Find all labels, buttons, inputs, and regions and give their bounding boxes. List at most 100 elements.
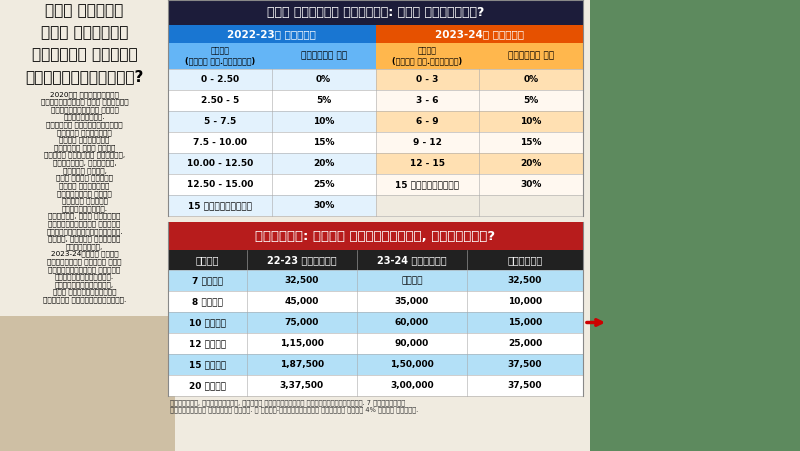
Text: 10,000: 10,000 bbox=[508, 297, 542, 306]
Bar bbox=[272, 153, 375, 174]
Text: 1,50,000: 1,50,000 bbox=[390, 360, 434, 369]
Text: 6 - 9: 6 - 9 bbox=[416, 117, 438, 126]
Text: 2020ನೇ ಸಾಲಿನಲ್ಲಿ
ಬಜೆಟ್‌ನಲ್ಲಿ ಹೊಸ ತೆರಿಗೆ
ಪದ್ಧತಿಯನ್ನು ಘೋಷಣ
ಮಾಡಲಾಯಿತು.
ಇದರಿಂದ ತೆರಿಗ: 2020ನೇ ಸಾಲಿನಲ್ಲಿ ಬಜೆಟ್‌ನಲ್ಲಿ ಹೊಸ ತೆರಿಗೆ … bbox=[41, 91, 128, 303]
Text: 3,37,500: 3,37,500 bbox=[280, 381, 324, 390]
Bar bbox=[168, 111, 272, 132]
Text: 2.50 - 5: 2.50 - 5 bbox=[201, 96, 239, 105]
Text: 7.5 - 10.00: 7.5 - 10.00 bbox=[193, 138, 247, 147]
Text: 12.50 - 15.00: 12.50 - 15.00 bbox=[186, 180, 253, 189]
Bar bbox=[272, 69, 375, 90]
Text: 9 - 12: 9 - 12 bbox=[413, 138, 442, 147]
Bar bbox=[375, 174, 479, 195]
Text: ಆದಾಯ: ಆದಾಯ bbox=[196, 255, 219, 265]
Text: 10%: 10% bbox=[313, 117, 334, 126]
Text: 0 - 2.50: 0 - 2.50 bbox=[201, 75, 239, 84]
Text: 0 - 3: 0 - 3 bbox=[416, 75, 438, 84]
Bar bbox=[375, 90, 479, 111]
Bar bbox=[168, 312, 583, 333]
Bar bbox=[590, 0, 800, 451]
Text: ಆದಾಯ
(ಲಕ್ಷ ರು.ಗಳಲ್ಲಿ): ಆದಾಯ (ಲಕ್ಷ ರು.ಗಳಲ್ಲಿ) bbox=[185, 46, 255, 66]
Text: 45,000: 45,000 bbox=[285, 297, 319, 306]
Bar bbox=[168, 354, 583, 375]
Text: 20 ಲಕ್ಷ: 20 ಲಕ್ಷ bbox=[189, 381, 226, 390]
Text: 2023-24ರ ದರಗಳು: 2023-24ರ ದರಗಳು bbox=[434, 29, 524, 39]
Bar bbox=[168, 222, 583, 250]
Bar bbox=[375, 132, 479, 153]
Bar bbox=[272, 174, 375, 195]
Bar bbox=[168, 132, 272, 153]
Bar bbox=[168, 333, 583, 354]
Text: 10.00 - 12.50: 10.00 - 12.50 bbox=[186, 159, 253, 168]
Text: ಹೊಸ ತೆರಿಗೆ ಪದ್ಧತಿ: ಏನು ಬದಲಾವಣೆ?: ಹೊಸ ತೆರಿಗೆ ಪದ್ಧತಿ: ಏನು ಬದಲಾವಣೆ? bbox=[267, 6, 484, 19]
Text: ಉಳಿತಾಯ: ಉಳಿತಾಯ bbox=[507, 255, 542, 265]
Text: 30%: 30% bbox=[313, 201, 334, 210]
Bar bbox=[272, 195, 375, 216]
Bar bbox=[375, 25, 583, 43]
Text: 37,500: 37,500 bbox=[508, 360, 542, 369]
Bar bbox=[479, 132, 583, 153]
Text: ಹೊಸ ತೆರಿಗೆ: ಹೊಸ ತೆರಿಗೆ bbox=[41, 25, 128, 40]
Text: 32,500: 32,500 bbox=[508, 276, 542, 285]
Bar bbox=[479, 90, 583, 111]
Bar bbox=[168, 291, 583, 312]
Text: 2022-23ರ ದರಗಳು: 2022-23ರ ದರಗಳು bbox=[227, 29, 316, 39]
Text: 15 ಮೇಲ್ಪಟ್ಟು: 15 ಮೇಲ್ಪಟ್ಟು bbox=[188, 201, 252, 210]
Bar bbox=[0, 316, 175, 451]
Text: 12 ಲಕ್ಷ: 12 ಲಕ್ಷ bbox=[189, 339, 226, 348]
Bar bbox=[375, 195, 583, 216]
Text: 0%: 0% bbox=[316, 75, 331, 84]
Bar bbox=[168, 250, 583, 270]
Bar bbox=[375, 43, 479, 69]
Text: 23-24 ತೆರಿಗೆ: 23-24 ತೆರಿಗೆ bbox=[377, 255, 446, 265]
Text: ಇಲ್ಲ: ಇಲ್ಲ bbox=[401, 276, 422, 285]
Bar bbox=[168, 90, 272, 111]
Bar bbox=[375, 69, 479, 90]
Text: 15 ಮೇಲ್ಪಟ್ಟು: 15 ಮೇಲ್ಪಟ್ಟು bbox=[395, 180, 459, 189]
Text: 3,00,000: 3,00,000 bbox=[390, 381, 434, 390]
Text: ತೆರಿಗೆ ದರ: ತೆರಿಗೆ ದರ bbox=[508, 51, 554, 60]
Text: ಪದ್ಧತಿ ನಡುವೆ: ಪದ್ಧತಿ ನಡುವೆ bbox=[32, 47, 138, 62]
Text: 3 - 6: 3 - 6 bbox=[416, 96, 438, 105]
Text: 30%: 30% bbox=[521, 180, 542, 189]
Text: 32,500: 32,500 bbox=[285, 276, 319, 285]
Text: 12 - 15: 12 - 15 bbox=[410, 159, 445, 168]
Text: 10%: 10% bbox=[521, 117, 542, 126]
Text: 5%: 5% bbox=[316, 96, 331, 105]
Bar bbox=[375, 153, 479, 174]
Bar bbox=[168, 43, 272, 69]
Bar bbox=[479, 69, 583, 90]
Text: 7 ಲಕ್ಷ: 7 ಲಕ್ಷ bbox=[192, 276, 223, 285]
Text: ವ್ಯತ್ಯಾಸವೇನು?: ವ್ಯತ್ಯಾಸವೇನು? bbox=[26, 69, 144, 84]
Bar bbox=[479, 174, 583, 195]
Text: 5 - 7.5: 5 - 7.5 bbox=[204, 117, 236, 126]
Text: ತೆರಿಗೆ ದರ: ತೆರಿಗೆ ದರ bbox=[301, 51, 346, 60]
Text: 5%: 5% bbox=[523, 96, 538, 105]
Bar bbox=[168, 153, 272, 174]
Bar bbox=[168, 0, 583, 25]
Text: 22-23 ತೆರಿಗೆ: 22-23 ತೆರಿಗೆ bbox=[267, 255, 337, 265]
Text: 15%: 15% bbox=[520, 138, 542, 147]
Text: 10 ಲಕ್ಷ: 10 ಲಕ್ಷ bbox=[189, 318, 226, 327]
Bar bbox=[479, 153, 583, 174]
Bar bbox=[168, 69, 272, 90]
Bar bbox=[272, 132, 375, 153]
Text: 37,500: 37,500 bbox=[508, 381, 542, 390]
Bar bbox=[375, 111, 479, 132]
Text: 15 ಲಕ್ಷ: 15 ಲಕ್ಷ bbox=[189, 360, 226, 369]
Text: 1,87,500: 1,87,500 bbox=[280, 360, 324, 369]
Bar bbox=[168, 25, 375, 43]
Text: 25%: 25% bbox=[313, 180, 334, 189]
Text: ಆದಾಯ
(ಲಕ್ಷ ರು.ಗಳಲ್ಲಿ): ಆದಾಯ (ಲಕ್ಷ ರು.ಗಳಲ್ಲಿ) bbox=[392, 46, 462, 66]
Text: 8 ಲಕ್ಷ: 8 ಲಕ್ಷ bbox=[192, 297, 223, 306]
Bar bbox=[272, 90, 375, 111]
Bar bbox=[168, 174, 272, 195]
Text: 0%: 0% bbox=[523, 75, 538, 84]
Bar bbox=[479, 43, 583, 69]
Text: ತೆರಿಗೆ: ಅಂದು ಎಷ್ಟಿತ್ತು, ಈಗೆಷ್ಟು?: ತೆರಿಗೆ: ಅಂದು ಎಷ್ಟಿತ್ತು, ಈಗೆಷ್ಟು? bbox=[255, 230, 495, 243]
Text: 90,000: 90,000 bbox=[394, 339, 429, 348]
Text: 75,000: 75,000 bbox=[285, 318, 319, 327]
Text: 25,000: 25,000 bbox=[508, 339, 542, 348]
Bar bbox=[272, 43, 375, 69]
Text: ಹಳೆ ಮತ್ತು: ಹಳೆ ಮತ್ತು bbox=[46, 3, 124, 18]
Text: 60,000: 60,000 bbox=[394, 318, 429, 327]
